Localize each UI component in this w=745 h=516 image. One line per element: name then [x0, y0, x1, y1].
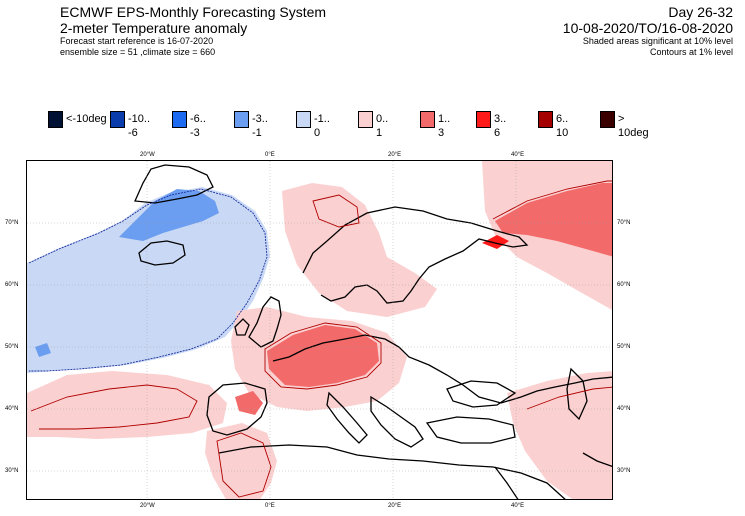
lat-label-left: 50°N: [5, 344, 19, 350]
legend-swatch: [172, 111, 187, 128]
legend-swatch: [538, 111, 553, 128]
legend-swatch: [420, 111, 435, 128]
legend-label: -10.. -6: [128, 113, 151, 139]
anomaly-map: [26, 160, 613, 500]
lat-label-right: 50°N: [617, 344, 631, 350]
positive-anomaly-africa-west: [205, 423, 277, 499]
lon-label-top: 20°W: [140, 152, 155, 158]
positive-anomaly-central-europe: [267, 325, 379, 387]
positive-anomaly-barents: [482, 235, 509, 249]
lon-label-top: 0°E: [265, 152, 275, 158]
legend-swatch: [358, 111, 373, 128]
contour-red-russia: [492, 180, 612, 220]
contour-red-central-europe: [264, 322, 382, 390]
lat-label-right: 40°N: [617, 406, 631, 412]
contour-red-scandinavia: [312, 194, 360, 228]
legend-swatch: [600, 111, 615, 128]
coastlines: [134, 164, 612, 499]
legend-label: 1.. 3: [438, 113, 451, 139]
header-right: Day 26-32 10-08-2020/TO/16-08-2020 Shade…: [563, 4, 733, 58]
coastline-africa: [218, 444, 566, 499]
graticule: [27, 161, 612, 499]
coastline-britain: [248, 296, 282, 348]
lat-label-left: 40°N: [5, 406, 19, 412]
negative-anomaly-patch: [35, 343, 51, 357]
legend-swatch: [296, 111, 311, 128]
contour-red-africa: [216, 432, 272, 498]
positive-anomaly-mideast: [507, 371, 612, 499]
forecast-start-text: Forecast start reference is 16-07-2020: [60, 36, 214, 46]
legend-label: 3.. 6: [494, 113, 507, 139]
ensemble-info-text: ensemble size = 51 ,climate size = 660: [60, 47, 216, 57]
lon-label-top: 20°E: [388, 152, 402, 158]
legend-swatch: [476, 111, 491, 128]
legend-swatch: [234, 111, 249, 128]
lon-label-top: 40°E: [511, 152, 525, 158]
legend-label: > 10deg: [618, 113, 649, 139]
contour-red-atlantic-sw: [30, 384, 198, 430]
contour-note: Contours at 1% level: [649, 47, 733, 57]
coastline-balkans: [370, 395, 424, 448]
significance-contours: [28, 180, 612, 498]
coastline-red-sea: [494, 466, 519, 499]
system-title: ECMWF EPS-Monthly Forecasting System: [60, 4, 327, 20]
coastline-europe-main: [272, 334, 612, 404]
lon-label-bottom: 20°W: [140, 503, 155, 509]
coastline-greenland: [134, 164, 214, 204]
negative-anomaly-core: [119, 189, 219, 241]
contour-blue-atlantic: [28, 188, 268, 372]
legend-label: -6.. -3: [190, 113, 206, 139]
lat-label-left: 60°N: [5, 282, 19, 288]
coastline-ireland: [234, 318, 250, 336]
parameter-title: 2-meter Temperature anomaly: [60, 20, 248, 36]
legend-label: <-10deg: [66, 113, 107, 125]
lat-label-right: 70°N: [617, 220, 631, 226]
lon-label-bottom: 0°E: [265, 503, 275, 509]
legend-swatch: [48, 111, 63, 128]
legend-swatch: [110, 111, 125, 128]
coastline-turkey: [425, 416, 516, 444]
legend-label: -3.. -1: [252, 113, 268, 139]
coastline-black-sea: [446, 380, 517, 408]
coastline-italy: [326, 391, 368, 444]
coastline-iberia: [206, 382, 268, 436]
lat-label-left: 30°N: [5, 468, 19, 474]
lat-label-left: 70°N: [5, 220, 19, 226]
coastline-caspian: [566, 367, 588, 421]
positive-anomaly-atlantic-sw: [27, 371, 227, 439]
lat-label-right: 30°N: [617, 468, 631, 474]
date-range: 10-08-2020/TO/16-08-2020: [562, 20, 733, 36]
coastline-iceland: [138, 240, 186, 266]
lat-label-right: 60°N: [617, 282, 631, 288]
positive-anomaly-russia: [495, 183, 612, 257]
day-range: Day 26-32: [668, 4, 733, 20]
positive-anomaly-scandinavia: [282, 183, 437, 317]
legend-label: 6.. 10: [556, 113, 569, 139]
lon-label-bottom: 40°E: [511, 503, 525, 509]
lon-label-bottom: 20°E: [388, 503, 402, 509]
legend-label: -1.. 0: [314, 113, 330, 139]
map-canvas: [27, 161, 612, 499]
coastline-persian-gulf: [582, 452, 612, 467]
shaded-note: Shaded areas significant at 10% level: [582, 36, 733, 46]
legend-label: 0.. 1: [376, 113, 389, 139]
header-left: ECMWF EPS-Monthly Forecasting System 2-m…: [60, 4, 326, 58]
negative-anomaly-area: [27, 187, 270, 373]
contour-red-mideast: [526, 386, 612, 410]
coastline-scandinavia: [302, 206, 529, 304]
